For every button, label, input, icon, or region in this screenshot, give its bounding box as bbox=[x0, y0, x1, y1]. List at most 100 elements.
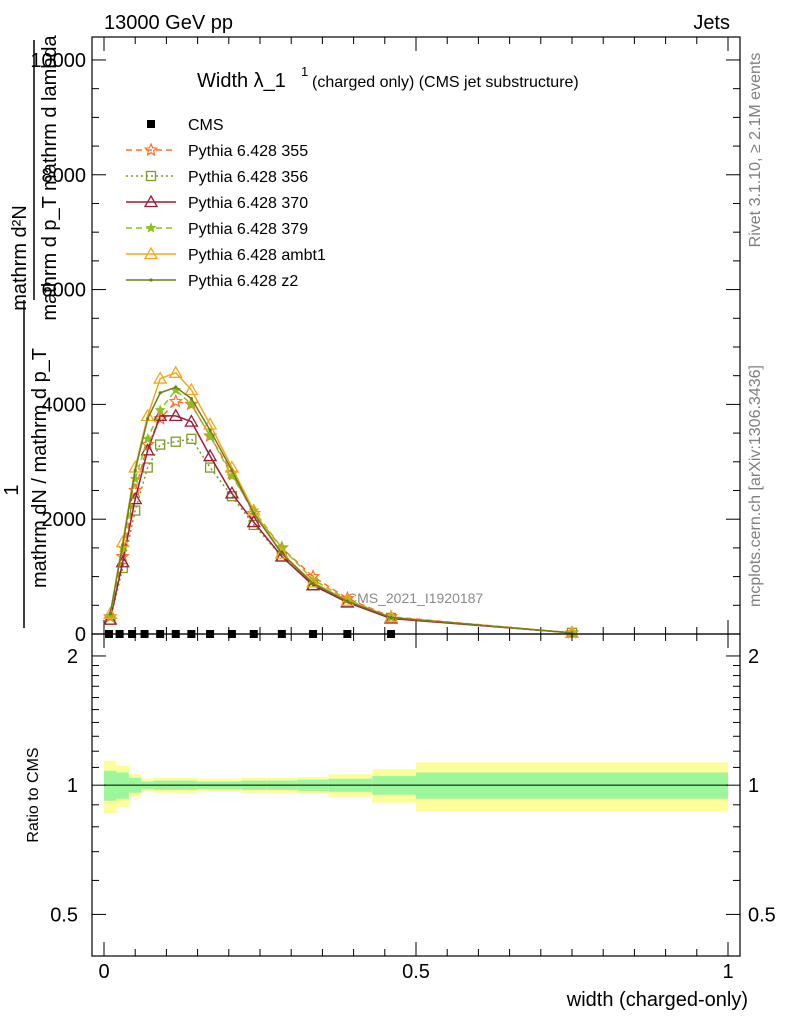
x-tick-label: 1 bbox=[722, 961, 733, 983]
legend-label: Pythia 6.428 356 bbox=[188, 169, 308, 186]
main-y-tick-label: 2000 bbox=[42, 509, 87, 531]
series-point bbox=[103, 606, 118, 620]
legend-entry: Pythia 6.428 379 bbox=[126, 221, 308, 238]
series-point bbox=[130, 505, 141, 516]
series-point bbox=[230, 468, 234, 472]
series-point bbox=[184, 382, 199, 396]
legend-label: Pythia 6.428 355 bbox=[188, 143, 308, 160]
main-y-tick-labels: 0 2000 4000 6000 8000 10000 bbox=[30, 50, 86, 646]
legend-marker bbox=[145, 170, 157, 182]
series-line bbox=[109, 371, 573, 634]
series-line bbox=[109, 415, 573, 634]
rivet-label: Rivet 3.1.10, ≥ 2.1M events bbox=[747, 53, 764, 248]
series-point bbox=[174, 385, 178, 389]
header-right: Jets bbox=[693, 12, 730, 34]
ratio-y-tick-label-right: 2 bbox=[748, 646, 759, 668]
watermark: CMS_2021_I1920187 bbox=[347, 590, 483, 606]
series-point bbox=[202, 448, 218, 462]
series-point bbox=[280, 552, 284, 556]
x-tick-label: 0 bbox=[98, 961, 109, 983]
series-point bbox=[345, 599, 349, 603]
legend-label: Pythia 6.428 370 bbox=[188, 195, 308, 212]
series-point bbox=[121, 543, 125, 547]
ratio-y-tick-label: 1 bbox=[67, 775, 78, 797]
series-point bbox=[184, 396, 199, 411]
series-point bbox=[185, 398, 197, 410]
legend-marker bbox=[145, 222, 157, 233]
ratio-y-tick-labels: 0.5 0.5 1 1 2 2 bbox=[50, 646, 776, 926]
legend-label: CMS bbox=[188, 117, 224, 134]
legend-label: Pythia 6.428 z2 bbox=[188, 273, 298, 290]
ratio-y-tick-label-right: 1 bbox=[748, 775, 759, 797]
series-point bbox=[252, 511, 256, 516]
ratio-y-tick-label: 0.5 bbox=[50, 904, 78, 926]
legend-label: Pythia 6.428 ambt1 bbox=[188, 247, 326, 264]
series-point bbox=[274, 546, 289, 559]
series-point bbox=[389, 616, 393, 620]
series-point bbox=[158, 391, 162, 395]
series-4 bbox=[103, 365, 580, 639]
title-sup: 1 bbox=[301, 64, 308, 79]
legend-entry: Pythia 6.428 355 bbox=[126, 142, 308, 160]
series-point bbox=[108, 612, 112, 616]
ratio-y-tick-label-right: 0.5 bbox=[748, 904, 776, 926]
ratio-axis-ticks bbox=[92, 634, 740, 956]
series-5 bbox=[108, 385, 574, 635]
legend-marker bbox=[143, 194, 159, 208]
legend-entry: Pythia 6.428 356 bbox=[126, 169, 308, 186]
legend-entry: Pythia 6.428 ambt1 bbox=[126, 246, 326, 264]
main-ylabel-pre-den: mathrm dN / mathrm d p_T bbox=[29, 348, 51, 588]
series-point bbox=[154, 404, 166, 415]
series-point bbox=[204, 462, 216, 473]
series-point bbox=[224, 486, 240, 499]
main-ylabel-num: mathrm d²N bbox=[9, 205, 31, 311]
ratio-ylabel: Ratio to CMS bbox=[25, 747, 42, 842]
series-point bbox=[155, 439, 166, 450]
legend-entry: CMS bbox=[147, 117, 224, 134]
series-line bbox=[109, 386, 573, 634]
series-point bbox=[153, 408, 168, 422]
legend-marker bbox=[147, 120, 155, 128]
series-layer bbox=[102, 365, 580, 639]
ratio-x-tick-labels: 0 0.5 1 bbox=[98, 961, 733, 983]
series-point bbox=[133, 468, 137, 472]
series-point bbox=[208, 428, 212, 432]
title-rest: (charged only) (CMS jet substructure) bbox=[312, 74, 579, 91]
series-point bbox=[146, 417, 150, 421]
main-ylabel: mathrm d²N mathrm d p_T mathrm d lambda … bbox=[1, 34, 61, 628]
ratio-band-inner bbox=[104, 770, 117, 801]
series-point bbox=[170, 436, 181, 447]
series-point bbox=[184, 414, 199, 427]
series-2 bbox=[103, 408, 580, 639]
main-y-tick-label: 6000 bbox=[42, 280, 87, 302]
title-main: Width λ_1 bbox=[197, 70, 286, 92]
header-left: 13000 GeV pp bbox=[104, 12, 233, 34]
legend-entry: Pythia 6.428 z2 bbox=[126, 273, 298, 290]
series-point bbox=[168, 393, 184, 408]
series-point bbox=[186, 433, 197, 444]
series-point bbox=[168, 408, 183, 422]
main-y-tick-label: 10000 bbox=[30, 50, 86, 72]
x-tick-label: 0.5 bbox=[402, 961, 430, 983]
legend-entry: Pythia 6.428 370 bbox=[126, 194, 308, 212]
series-point bbox=[246, 503, 261, 516]
main-ylabel-den: mathrm d p_T mathrm d lambda bbox=[39, 34, 61, 320]
series-line bbox=[109, 437, 573, 634]
legend-marker bbox=[149, 278, 153, 282]
series-point bbox=[153, 371, 168, 384]
legend: CMS Pythia 6.428 355 Pythia 6.428 356 Pythi… bbox=[126, 117, 326, 290]
series-0 bbox=[102, 393, 580, 639]
series-line bbox=[109, 388, 573, 634]
main-y-tick-label: 0 bbox=[75, 624, 86, 646]
legend-marker bbox=[143, 142, 159, 157]
mcplots-label: mcplots.cern.ch [arXiv:1306.3436] bbox=[747, 365, 764, 607]
plot-title: Width λ_1 1 (charged only) (CMS jet subs… bbox=[197, 64, 579, 92]
main-y-tick-label: 4000 bbox=[42, 394, 87, 416]
series-point bbox=[189, 397, 193, 401]
series-point bbox=[168, 365, 183, 378]
ratio-y-tick-label: 2 bbox=[67, 646, 78, 668]
series-point bbox=[142, 433, 154, 444]
series-point bbox=[246, 514, 261, 528]
series-point bbox=[311, 581, 315, 586]
